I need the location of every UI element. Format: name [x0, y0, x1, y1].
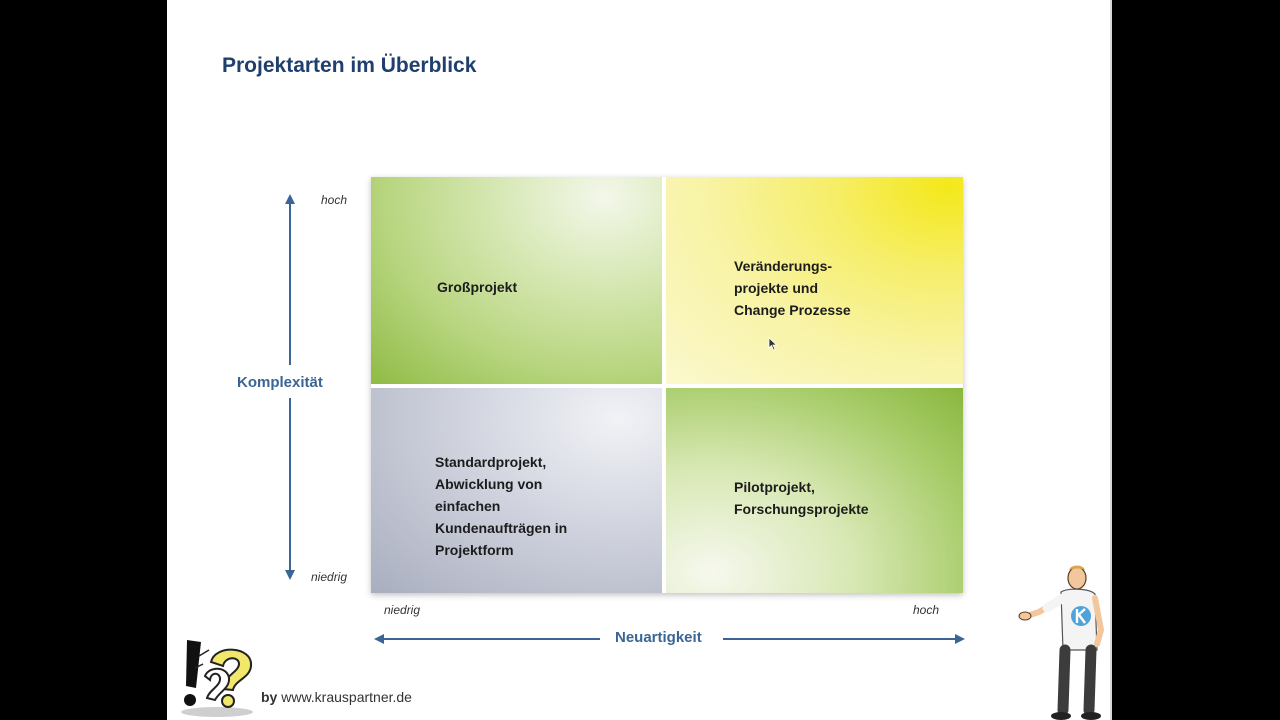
- quadrant-bottom-left-text: Standardprojekt, Abwicklung von einfache…: [435, 451, 567, 561]
- quadrant-bottom-left-line: Standardprojekt,: [435, 454, 547, 470]
- footer-by: by: [261, 689, 278, 705]
- footer-url[interactable]: www.krauspartner.de: [281, 689, 412, 705]
- y-axis-line-upper: [289, 202, 291, 365]
- footer-credit: by www.krauspartner.de: [261, 689, 412, 705]
- x-axis-arrow-right-icon: [955, 634, 965, 644]
- y-axis-low-label: niedrig: [311, 570, 348, 584]
- quadrant-top-right-text: Veränderungs- projekte und Change Prozes…: [734, 255, 851, 321]
- quadrant-bottom-right-line: Pilotprojekt,: [734, 479, 815, 495]
- x-axis-arrow-left-icon: [374, 634, 384, 644]
- quadrant-bottom-right-line: Forschungsprojekte: [734, 501, 869, 517]
- y-axis-high-label: hoch: [321, 193, 348, 207]
- mouse-cursor-icon: [768, 337, 778, 351]
- x-axis-low-label: niedrig: [384, 603, 421, 617]
- x-axis-line-left: [382, 638, 600, 640]
- slide-edge: [1110, 0, 1112, 720]
- mascot-figure-icon: [1018, 565, 1105, 720]
- quadrant-bottom-left-line: Projektform: [435, 542, 514, 558]
- quadrant-top-right-line: Change Prozesse: [734, 302, 851, 318]
- quadrant-bottom-right: Pilotprojekt, Forschungsprojekte: [666, 388, 963, 593]
- x-axis-line-right: [723, 638, 957, 640]
- quadrant-bottom-left-line: Kundenaufträgen in: [435, 520, 568, 536]
- y-axis-arrow-up-icon: [285, 194, 295, 204]
- x-axis-high-label: hoch: [913, 603, 940, 617]
- x-axis-label: Neuartigkeit: [615, 629, 702, 646]
- slide: Projektarten im Überblick Komplexität ho…: [167, 0, 1112, 720]
- slide-title: Projektarten im Überblick: [222, 54, 477, 77]
- quadrant-top-right-line: Veränderungs-: [734, 258, 833, 274]
- quadrant-top-left-text: Großprojekt: [437, 279, 518, 295]
- quadrant-bottom-left-line: einfachen: [435, 498, 501, 514]
- y-axis-arrow-down-icon: [285, 570, 295, 580]
- project-type-matrix: Großprojekt Veränderungs- projekte und C…: [371, 177, 963, 593]
- quadrant-top-left: Großprojekt: [371, 177, 662, 384]
- y-axis-line-lower: [289, 398, 291, 572]
- quadrant-bottom-left-line: Abwicklung von: [435, 476, 543, 492]
- quadrant-top-right-line: projekte und: [734, 280, 819, 296]
- quadrant-top-right: Veränderungs- projekte und Change Prozes…: [666, 177, 963, 384]
- y-axis-label: Komplexität: [237, 374, 323, 391]
- quadrant-bottom-right-text: Pilotprojekt, Forschungsprojekte: [734, 476, 869, 520]
- krauspartner-logo-icon: [181, 640, 253, 717]
- quadrant-bottom-left: Standardprojekt, Abwicklung von einfache…: [371, 388, 662, 593]
